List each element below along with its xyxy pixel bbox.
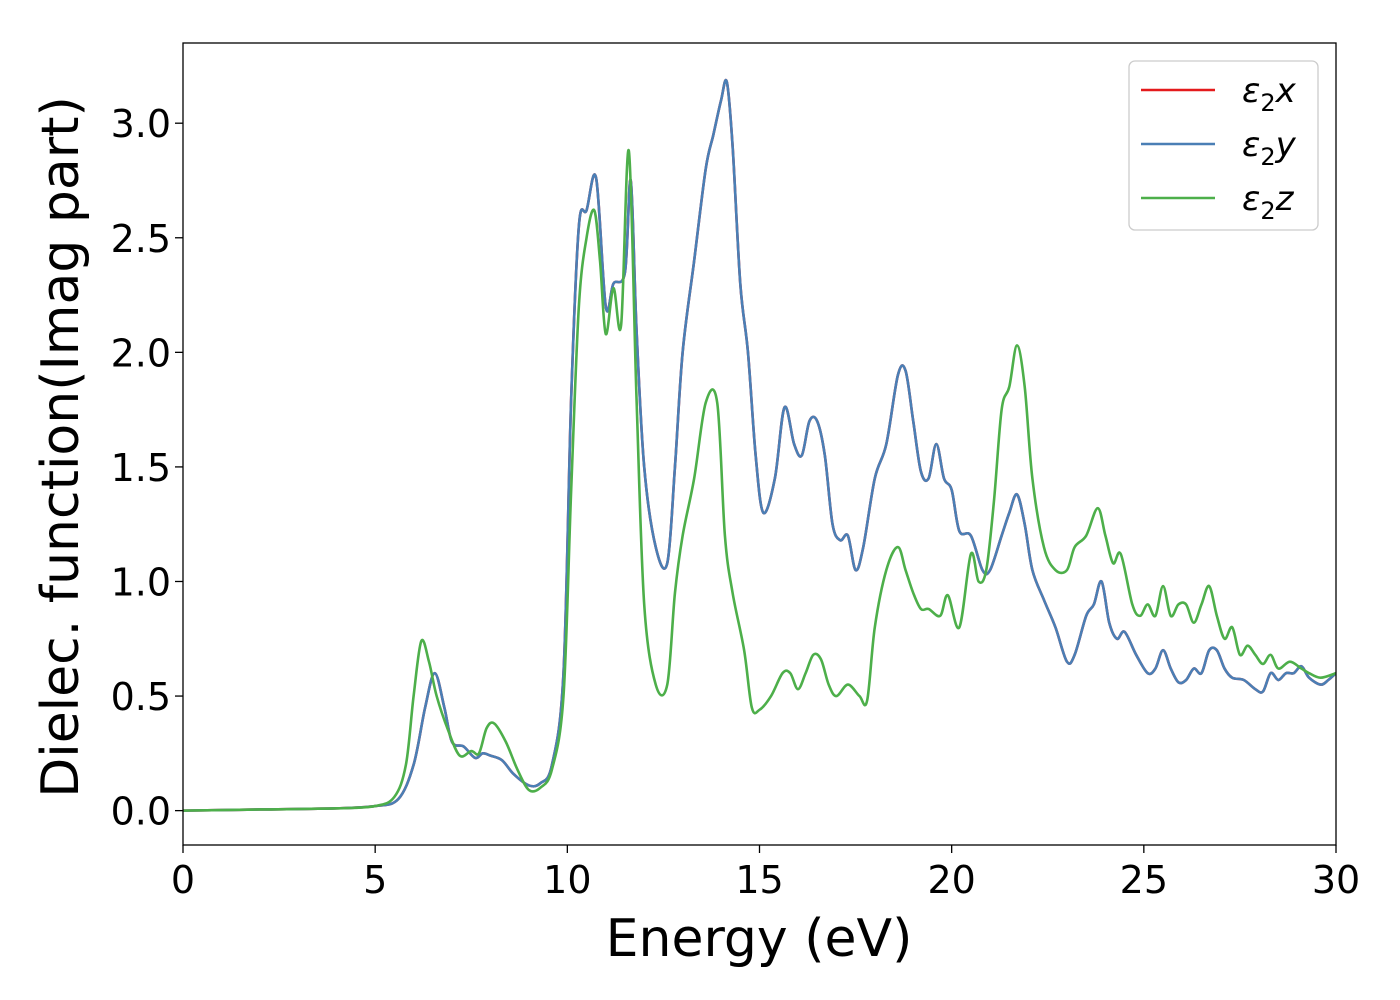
x-tick-label: 10 (543, 858, 591, 902)
x-tick-label: 5 (363, 858, 387, 902)
legend-box (1128, 60, 1319, 231)
y-tick-label: 3.0 (111, 102, 171, 146)
legend: ε2x ε2y ε2z (1128, 60, 1319, 231)
series-line-y (183, 78, 1336, 812)
y-axis-label: Dielec. function(Imag part) (31, 96, 91, 798)
series-line-z (183, 149, 1336, 812)
y-tick-label: 1.0 (111, 560, 171, 604)
y-tick-label: 2.5 (111, 217, 171, 261)
series-layer (183, 78, 1336, 812)
x-tick-label: 25 (1120, 858, 1168, 902)
x-axis-label: Energy (eV) (606, 909, 913, 969)
x-tick-label: 15 (735, 858, 783, 902)
axes-layer: 0 5 10 15 20 25 30 0.0 0.5 1.0 1.5 2.0 2.5 3.0 (111, 42, 1360, 902)
x-tick-label: 20 (927, 858, 975, 902)
y-tick-label: 1.5 (111, 446, 171, 490)
legend-label-y: ε2y (1242, 125, 1297, 171)
x-tick-label: 30 (1312, 858, 1360, 902)
x-tick-label: 0 (171, 858, 195, 902)
y-tick-label: 2.0 (111, 331, 171, 375)
legend-label-x: ε2x (1242, 71, 1297, 117)
y-tick-label: 0.5 (111, 675, 171, 719)
legend-label-z: ε2z (1242, 179, 1295, 225)
y-tick-label: 0.0 (111, 790, 171, 834)
